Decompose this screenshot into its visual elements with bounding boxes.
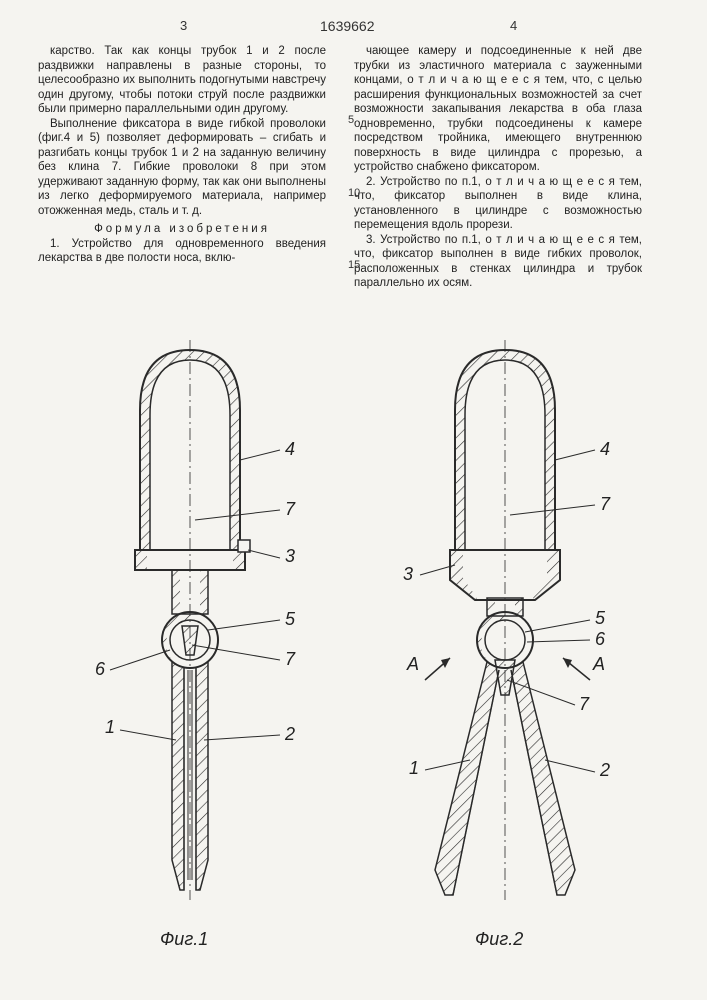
section-A: А <box>592 654 605 674</box>
callout-2: 2 <box>599 760 610 780</box>
callouts-fig2: 4 7 3 5 6 7 1 2 <box>403 439 611 780</box>
callout-3: 3 <box>285 546 295 566</box>
left-column: карство. Так как концы трубок 1 и 2 посл… <box>38 44 326 291</box>
callout-7b: 7 <box>579 694 590 714</box>
paragraph: Выполнение фиксатора в виде гибкой прово… <box>38 117 326 219</box>
patent-page: 3 1639662 4 5 10 15 карство. Так как кон… <box>0 0 707 1000</box>
paragraph: 2. Устройство по п.1, о т л и ч а ю щ е … <box>354 175 642 233</box>
paragraph: 1. Устройство для одновременного введени… <box>38 237 326 266</box>
section-marker-A-left: А <box>406 654 450 680</box>
callout-1: 1 <box>105 717 115 737</box>
patent-number: 1639662 <box>320 18 375 34</box>
callout-5: 5 <box>285 609 296 629</box>
callout-1: 1 <box>409 758 419 778</box>
formula-title: Формула изобретения <box>38 222 326 237</box>
figures-svg: 4 7 3 5 7 6 1 2 <box>0 320 707 980</box>
paragraph: карство. Так как концы трубок 1 и 2 посл… <box>38 44 326 117</box>
callout-7b: 7 <box>285 649 296 669</box>
paragraph: чающее камеру и подсоединенные к ней две… <box>354 44 642 175</box>
callout-4: 4 <box>285 439 295 459</box>
section-A: А <box>406 654 419 674</box>
line-number-gutter: 5 10 15 <box>348 55 360 273</box>
column-number-right: 4 <box>510 18 517 33</box>
callout-3: 3 <box>403 564 413 584</box>
figure-2: А А 4 7 3 5 6 <box>403 340 611 900</box>
callout-6: 6 <box>595 629 606 649</box>
callout-6: 6 <box>95 659 106 679</box>
callout-7: 7 <box>600 494 611 514</box>
fig2-label: Фиг.2 <box>475 929 523 949</box>
callout-4: 4 <box>600 439 610 459</box>
line-marker: 10 <box>348 186 360 201</box>
callout-5: 5 <box>595 608 606 628</box>
figure-1: 4 7 3 5 7 6 1 2 <box>95 340 296 900</box>
fig1-label: Фиг.1 <box>160 929 208 949</box>
line-marker: 5 <box>348 113 360 128</box>
column-number-left: 3 <box>180 18 187 33</box>
callout-2: 2 <box>284 724 295 744</box>
section-marker-A-right: А <box>563 654 605 680</box>
line-marker: 15 <box>348 258 360 273</box>
figures-area: 4 7 3 5 7 6 1 2 <box>0 320 707 980</box>
paragraph: 3. Устройство по п.1, о т л и ч а ю щ е … <box>354 233 642 291</box>
right-column: чающее камеру и подсоединенные к ней две… <box>354 44 642 291</box>
callout-7: 7 <box>285 499 296 519</box>
